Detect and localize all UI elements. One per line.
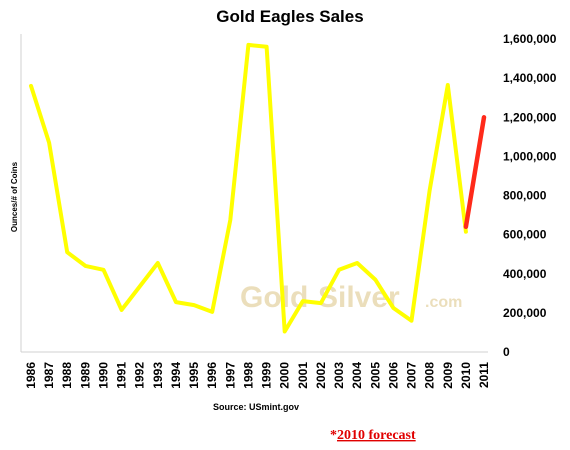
x-tick-label: 1998 xyxy=(241,362,255,389)
y-tick-label: 600,000 xyxy=(503,228,547,242)
x-tick-label: 2004 xyxy=(350,362,364,389)
x-tick-label: 1989 xyxy=(78,362,92,389)
x-tick-label: 1995 xyxy=(187,362,201,389)
chart-title: Gold Eagles Sales xyxy=(216,7,363,26)
x-tick-label: 2001 xyxy=(296,362,310,389)
y-tick-label: 1,000,000 xyxy=(503,149,557,163)
x-tick-label: 2006 xyxy=(386,362,400,389)
x-tick-label: 1993 xyxy=(151,362,165,389)
x-tick-label: 1991 xyxy=(115,362,129,389)
y-tick-labels: 0 200,000 400,000 600,000 800,000 1,000,000 1,… xyxy=(503,32,557,359)
y-tick-label: 800,000 xyxy=(503,189,547,203)
x-tick-label: 2003 xyxy=(332,362,346,389)
y-axis-label: Ounces/# of Coins xyxy=(10,161,19,232)
y-tick-label: 1,200,000 xyxy=(503,110,557,124)
x-tick-label: 2005 xyxy=(368,362,382,389)
y-tick-label: 1,600,000 xyxy=(503,32,557,46)
x-tick-label: 1994 xyxy=(169,362,183,389)
sales-series-line xyxy=(29,42,468,334)
x-tick-label: 2010 xyxy=(459,362,473,389)
y-tick-label: 400,000 xyxy=(503,267,547,281)
y-tick-label: 1,400,000 xyxy=(503,71,557,85)
x-tick-label: 1992 xyxy=(133,362,147,389)
x-tick-label: 2002 xyxy=(314,362,328,389)
y-tick-label: 200,000 xyxy=(503,306,547,320)
source-note: Source: USmint.gov xyxy=(213,402,299,412)
x-tick-label: 1996 xyxy=(205,362,219,389)
x-tick-label: 2008 xyxy=(423,362,437,389)
watermark-suffix: .com xyxy=(425,294,462,311)
x-tick-label: 1990 xyxy=(96,362,110,389)
x-tick-label: 1988 xyxy=(60,362,74,389)
y-tick-label: 0 xyxy=(503,345,510,359)
x-tick-label: 1997 xyxy=(223,362,237,389)
forecast-series-line xyxy=(463,115,487,230)
x-tick-label: 2000 xyxy=(278,362,292,389)
x-tick-label: 1986 xyxy=(24,362,38,389)
footnote-text: 2010 forecast xyxy=(337,428,416,443)
x-tick-label: 2009 xyxy=(441,362,455,389)
footnote-marker: * xyxy=(330,428,337,443)
x-tick-label: 2011 xyxy=(477,362,491,388)
x-tick-labels: 1986 1987 1988 1989 1990 1991 1992 1993 1994 1995… xyxy=(24,362,491,389)
footnote: *2010 forecast xyxy=(330,428,416,443)
x-tick-label: 2007 xyxy=(405,362,419,389)
series-lines xyxy=(29,42,487,334)
x-tick-label: 1987 xyxy=(42,362,56,389)
x-tick-label: 1999 xyxy=(260,362,274,389)
